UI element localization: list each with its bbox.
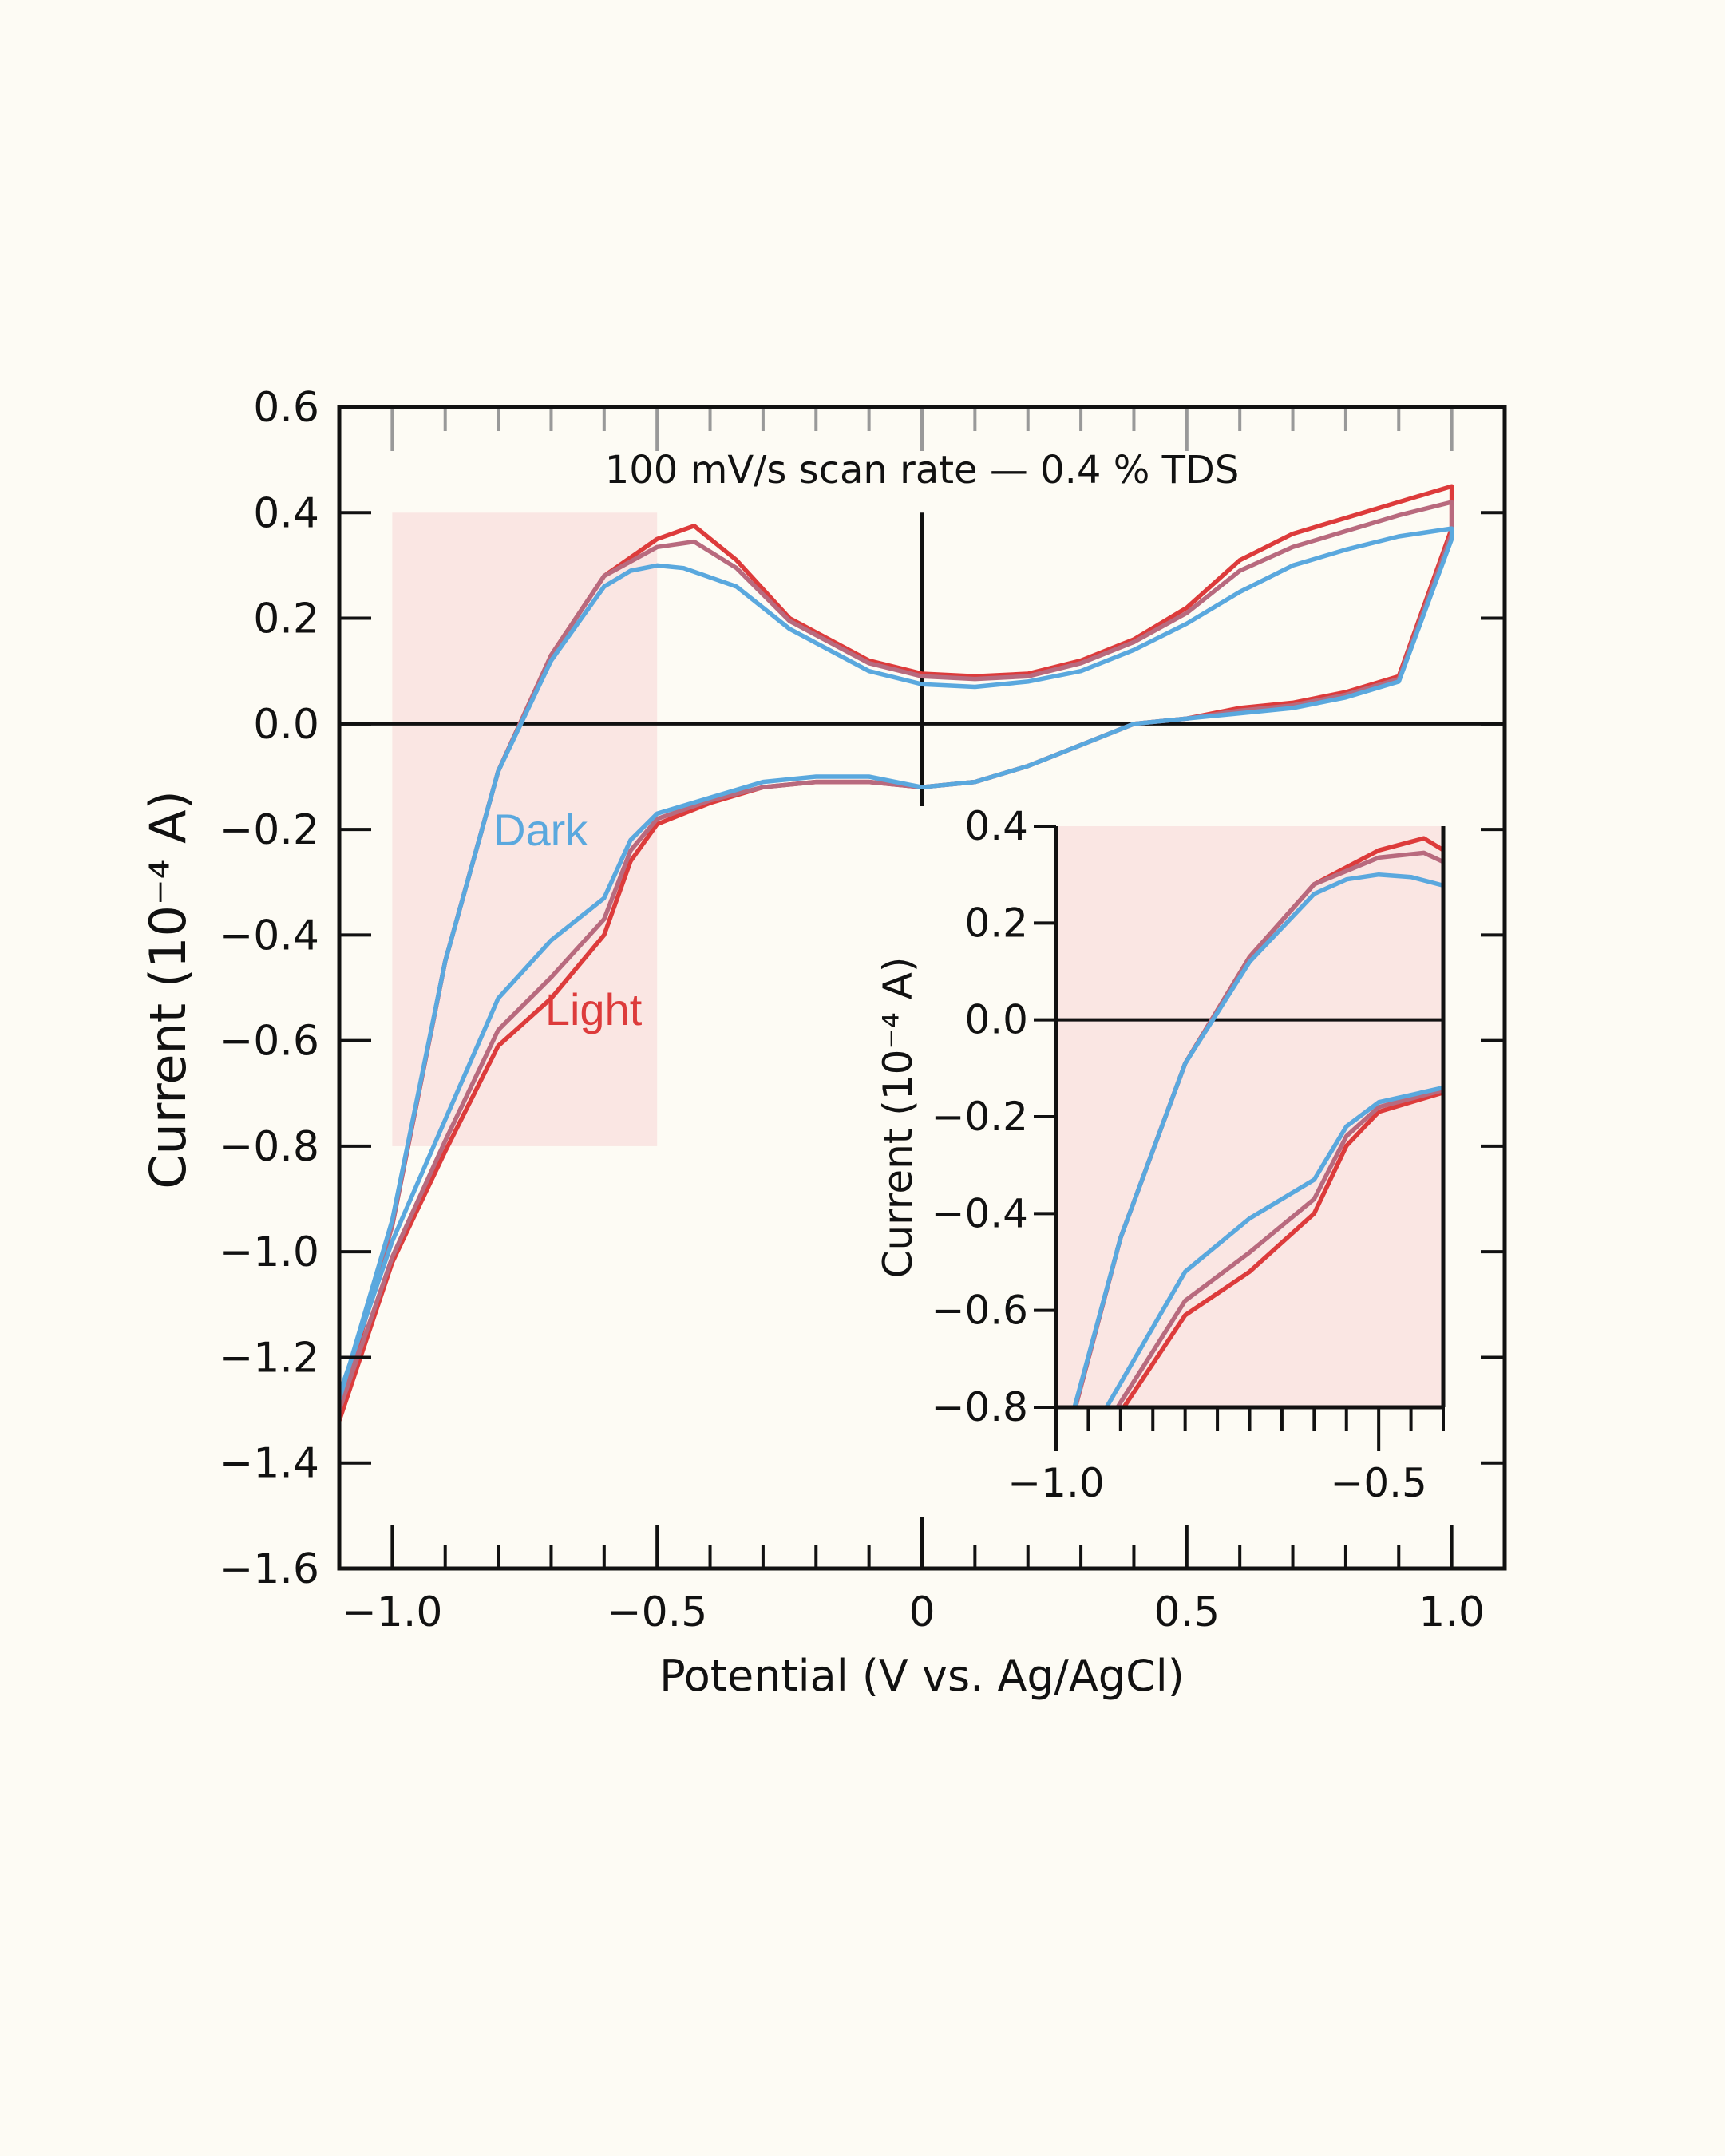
inset-ticks: 0.4 0.2 0.0 −0.2 −0.4 −0.6 −0.8 −1.0 −0.5	[932, 803, 1445, 1506]
y-axis-title: Current (10⁻⁴ A)	[139, 790, 197, 1189]
cv-curve-2	[339, 526, 1454, 1402]
y-tick-label: −0.4	[219, 912, 319, 959]
inset-x-tick-label: −1.0	[1007, 1460, 1104, 1506]
inset-y-tick-label: 0.0	[964, 997, 1028, 1043]
dark-label: Dark	[493, 805, 588, 855]
y-tick-label: 0.0	[253, 701, 319, 749]
y-tick-label: 0.4	[253, 489, 319, 537]
inset-y-tick-label: −0.4	[932, 1190, 1028, 1236]
inset-y-tick-label: −0.2	[932, 1094, 1028, 1140]
y-tick-label: 0.2	[253, 595, 319, 643]
inset-highlight	[1056, 826, 1443, 1407]
x-tick-label: −1.0	[342, 1588, 442, 1636]
y-tick-label: −1.6	[219, 1545, 319, 1593]
y-tick-label: −0.2	[219, 806, 319, 854]
inset-y-tick-label: −0.6	[932, 1288, 1028, 1334]
x-tick-label: 0.5	[1153, 1588, 1220, 1636]
main-curves	[339, 484, 1454, 1423]
highlight-region	[392, 512, 658, 1146]
x-axis-title: Potential (V vs. Ag/AgCl)	[659, 1651, 1185, 1701]
main-ticks: −1.0 −0.5 0 0.5 1.0 0.6 0.4 0.2 0.0 −0.2 −0.4 −0.6 −…	[219, 384, 1505, 1636]
inset-y-tick-label: −0.8	[932, 1384, 1028, 1430]
inset-y-tick-label: 0.4	[964, 803, 1028, 849]
y-tick-label: 0.6	[253, 384, 319, 432]
inset-cv-curve-2	[1072, 872, 1443, 1407]
light-label: Light	[545, 984, 643, 1034]
y-tick-label: −1.0	[219, 1228, 319, 1276]
inset-x-tick-label: −0.5	[1330, 1460, 1426, 1506]
inset-y-tick-label: 0.2	[964, 900, 1028, 946]
inset-cv-curve-1	[1073, 850, 1443, 1407]
inset-curves	[1072, 836, 1443, 1407]
inset-plot: 0.4 0.2 0.0 −0.2 −0.4 −0.6 −0.8 −1.0 −0.5 Curren…	[875, 803, 1461, 1517]
y-tick-label: −0.8	[219, 1123, 319, 1171]
x-tick-label: 0	[908, 1588, 935, 1636]
y-tick-label: −0.6	[219, 1018, 319, 1066]
main-plot-frame	[337, 405, 1507, 1571]
x-tick-label: −0.5	[607, 1588, 707, 1636]
y-tick-label: −1.4	[219, 1440, 319, 1488]
y-tick-label: −1.2	[219, 1334, 319, 1382]
plot-title: 100 mV/s scan rate — 0.4 % TDS	[605, 448, 1240, 493]
inset-cv-curve-0	[1073, 836, 1443, 1407]
inset-y-axis-title: Current (10⁻⁴ A)	[875, 957, 921, 1279]
main-plot: −1.0 −0.5 0 0.5 1.0 0.6 0.4 0.2 0.0 −0.2 −0.4 −0.6 −…	[139, 384, 1507, 1701]
x-tick-label: 1.0	[1418, 1588, 1485, 1636]
